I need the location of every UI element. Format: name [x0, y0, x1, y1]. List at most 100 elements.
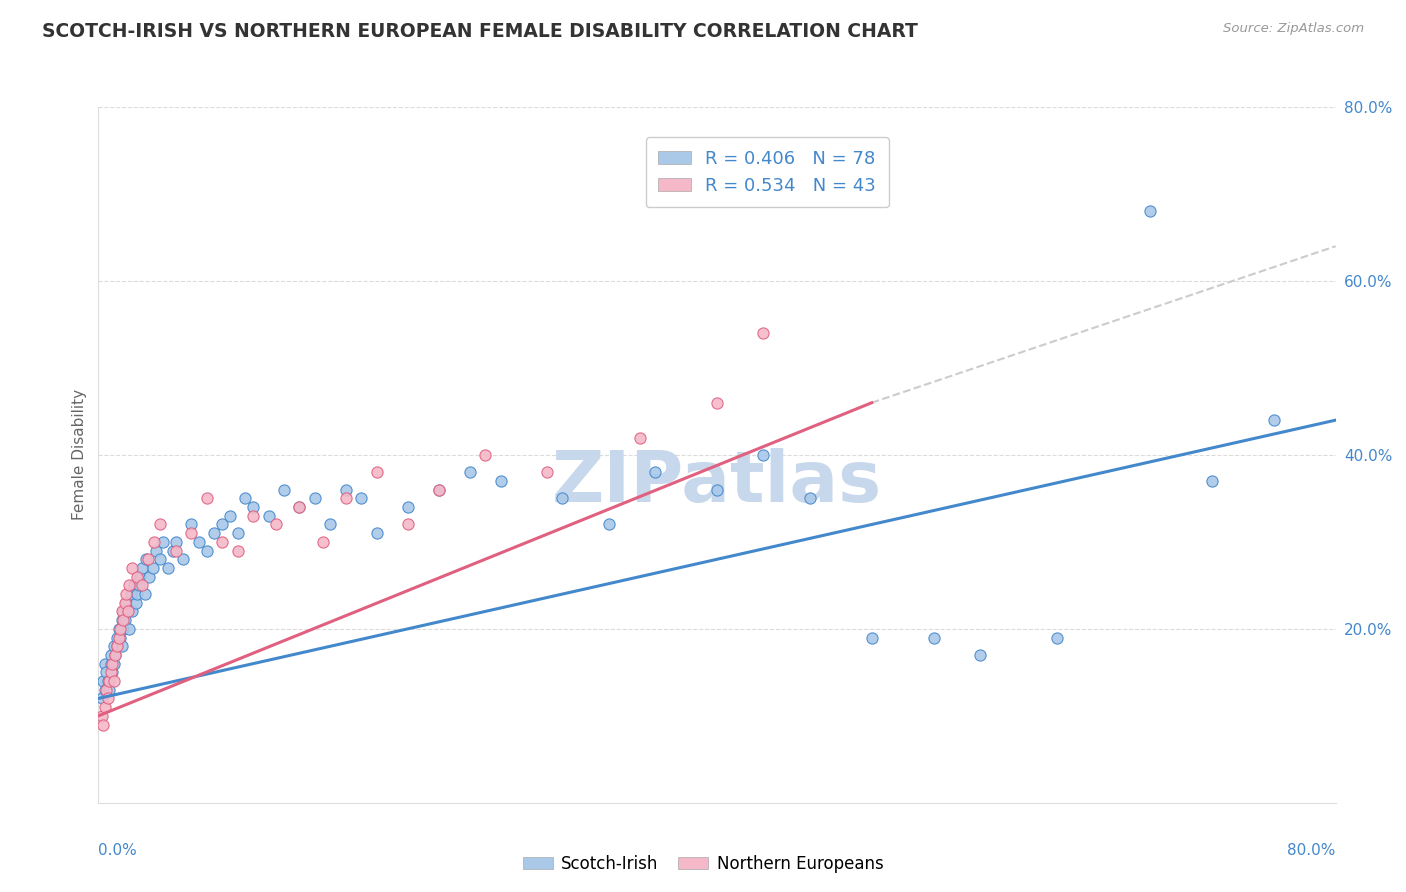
Point: [112, 622, 135, 636]
Point: [107, 622, 129, 636]
Point: [706, 396, 728, 410]
Point: [120, 587, 142, 601]
Point: [195, 543, 218, 558]
Point: [117, 605, 139, 619]
Point: [752, 326, 775, 340]
Point: [922, 631, 945, 645]
Point: [134, 587, 156, 601]
Point: [706, 483, 728, 497]
Point: [350, 491, 373, 506]
Point: [118, 622, 141, 636]
Point: [93, 657, 115, 671]
Point: [100, 665, 122, 680]
Point: [115, 596, 138, 610]
Text: 0.0%: 0.0%: [98, 843, 138, 858]
Point: [180, 526, 202, 541]
Point: [135, 552, 157, 566]
Point: [104, 648, 127, 662]
Point: [319, 517, 342, 532]
Point: [288, 500, 311, 514]
Point: [219, 508, 242, 523]
Point: [628, 431, 651, 445]
Point: [489, 474, 512, 488]
Point: [1201, 474, 1223, 488]
Point: [91, 717, 114, 731]
Point: [142, 561, 165, 575]
Point: [100, 648, 122, 662]
Point: [427, 483, 450, 497]
Point: [152, 534, 174, 549]
Point: [115, 587, 138, 601]
Point: [101, 657, 124, 671]
Point: [107, 631, 129, 645]
Text: ZIPatlas: ZIPatlas: [553, 449, 882, 517]
Point: [235, 491, 257, 506]
Point: [112, 613, 135, 627]
Point: [226, 526, 249, 541]
Point: [458, 466, 481, 480]
Point: [180, 517, 202, 532]
Text: 80.0%: 80.0%: [1288, 843, 1336, 858]
Point: [149, 552, 172, 566]
Point: [131, 578, 153, 592]
Point: [121, 605, 143, 619]
Point: [112, 605, 135, 619]
Point: [204, 526, 226, 541]
Point: [165, 534, 187, 549]
Point: [136, 552, 159, 566]
Point: [96, 682, 118, 697]
Point: [752, 448, 775, 462]
Point: [536, 466, 558, 480]
Point: [105, 639, 128, 653]
Point: [117, 605, 139, 619]
Point: [98, 682, 121, 697]
Point: [121, 561, 143, 575]
Point: [273, 483, 295, 497]
Point: [312, 534, 335, 549]
Point: [111, 605, 134, 619]
Point: [288, 500, 311, 514]
Point: [97, 674, 120, 689]
Point: [127, 587, 149, 601]
Point: [188, 534, 211, 549]
Point: [1263, 413, 1285, 427]
Point: [103, 657, 125, 671]
Point: [138, 570, 160, 584]
Point: [149, 517, 172, 532]
Point: [104, 648, 127, 662]
Legend: Scotch-Irish, Northern Europeans: Scotch-Irish, Northern Europeans: [516, 848, 890, 880]
Point: [266, 517, 288, 532]
Point: [211, 534, 233, 549]
Point: [103, 639, 125, 653]
Text: SCOTCH-IRISH VS NORTHERN EUROPEAN FEMALE DISABILITY CORRELATION CHART: SCOTCH-IRISH VS NORTHERN EUROPEAN FEMALE…: [42, 22, 918, 41]
Point: [195, 491, 218, 506]
Point: [1139, 204, 1161, 219]
Point: [304, 491, 326, 506]
Point: [103, 674, 125, 689]
Point: [93, 682, 115, 697]
Point: [114, 613, 136, 627]
Point: [257, 508, 280, 523]
Point: [114, 596, 136, 610]
Point: [111, 613, 134, 627]
Point: [143, 534, 166, 549]
Point: [108, 631, 131, 645]
Point: [165, 543, 187, 558]
Point: [551, 491, 574, 506]
Legend: R = 0.406   N = 78, R = 0.534   N = 43: R = 0.406 N = 78, R = 0.534 N = 43: [645, 137, 889, 207]
Point: [127, 570, 149, 584]
Point: [969, 648, 991, 662]
Y-axis label: Female Disability: Female Disability: [72, 389, 87, 521]
Point: [105, 631, 128, 645]
Point: [173, 552, 195, 566]
Point: [162, 543, 184, 558]
Point: [96, 665, 118, 680]
Point: [124, 596, 146, 610]
Point: [98, 674, 121, 689]
Point: [396, 500, 419, 514]
Point: [211, 517, 233, 532]
Point: [644, 466, 666, 480]
Point: [93, 700, 115, 714]
Point: [366, 466, 388, 480]
Point: [118, 578, 141, 592]
